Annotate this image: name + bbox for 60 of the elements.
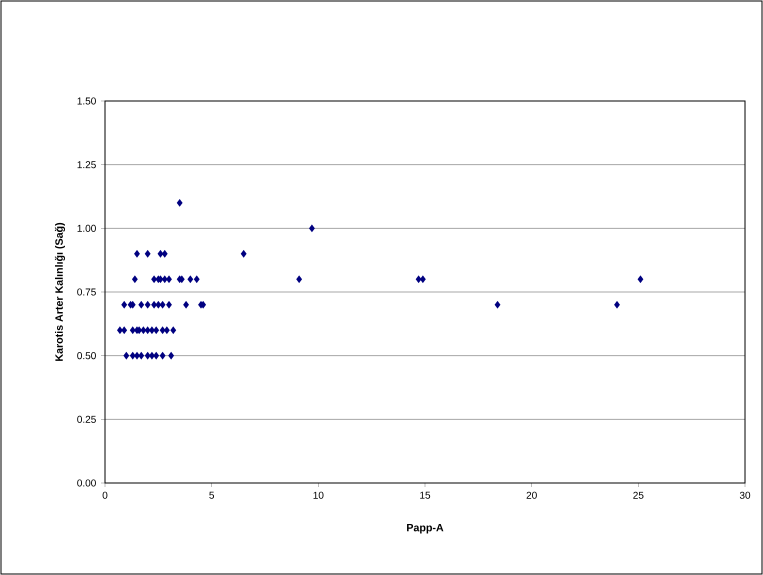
point [164,326,170,334]
y-tick-label: 1.25 [78,161,96,168]
y-axis-title: Karotis Arter Kalınlığı (Sağ) [54,222,66,361]
point [134,250,140,258]
point [160,326,166,334]
point [134,352,140,360]
point [420,276,426,284]
point [309,224,315,232]
point [144,326,151,334]
y-tick-label: 1.50 [78,97,96,105]
point [130,352,136,360]
point [144,250,151,258]
point [149,352,155,360]
y-tick-label: 0.75 [77,288,96,296]
point [138,300,144,308]
point [153,352,160,360]
y-tick-label: 1.00 [78,224,96,232]
point [121,326,128,334]
point [123,352,130,360]
point [494,300,500,308]
point [130,326,136,334]
x-tick-label: 5 [209,492,214,499]
point [140,326,146,334]
x-tick-label: 10 [314,492,324,499]
point [638,276,644,284]
y-tick-label: 0.25 [77,416,96,423]
point [153,326,160,334]
point [149,326,155,334]
point [614,300,620,308]
point [240,250,247,258]
x-tick-label: 25 [633,492,644,499]
x-tick-label: 30 [740,492,750,499]
point [160,300,166,308]
point [187,276,194,284]
point [138,352,144,360]
point [166,276,172,284]
point [151,300,157,308]
point [155,300,162,308]
point [194,276,200,284]
point [121,300,128,308]
point [158,250,164,258]
point [162,276,168,284]
point [296,276,302,284]
y-tick-label: 0.00 [77,479,96,487]
x-tick-label: 15 [420,492,430,499]
point [144,300,151,308]
point [162,250,168,258]
point [176,199,183,207]
point [117,326,123,334]
point [151,276,157,284]
x-tick-label: 20 [526,492,537,499]
point [170,326,176,334]
point [168,352,174,360]
point [160,352,166,360]
x-tick-label: 0 [102,492,108,499]
point [132,276,138,284]
point [166,300,172,308]
point [183,300,189,308]
x-axis-title: Papp-A [407,524,444,534]
y-tick-label: 0.50 [77,352,96,360]
